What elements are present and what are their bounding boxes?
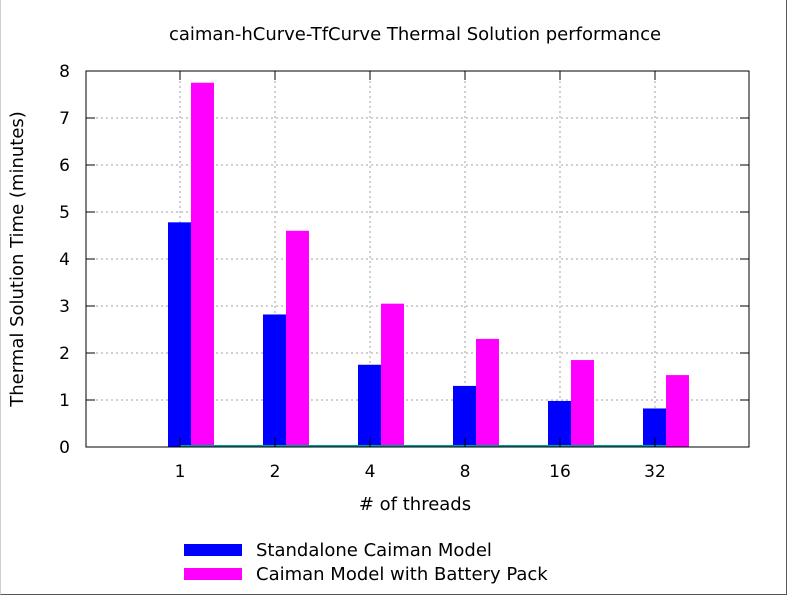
bar-standalone xyxy=(263,314,286,447)
x-tick-label: 2 xyxy=(270,462,281,482)
y-tick-label: 1 xyxy=(59,391,70,411)
bars xyxy=(168,82,689,447)
y-tick-label: 7 xyxy=(59,109,70,129)
bar-standalone xyxy=(643,408,666,447)
x-tick-label: 16 xyxy=(549,462,571,482)
legend-label: Caiman Model with Battery Pack xyxy=(256,564,548,585)
y-tick-label: 8 xyxy=(59,62,70,82)
x-axis-label: # of threads xyxy=(359,494,471,515)
bar-standalone xyxy=(358,364,381,447)
chart-title: caiman-hCurve-TfCurve Thermal Solution p… xyxy=(169,24,661,45)
bar-battery-pack xyxy=(666,375,689,447)
bar-battery-pack xyxy=(286,230,309,447)
legend-label: Standalone Caiman Model xyxy=(256,540,492,561)
bar-standalone xyxy=(548,400,571,447)
y-tick-label: 0 xyxy=(59,438,70,458)
legend: Standalone Caiman Model Caiman Model with… xyxy=(184,540,548,585)
bar-battery-pack xyxy=(571,360,594,447)
y-tick-label: 3 xyxy=(59,297,70,317)
y-tick-label: 2 xyxy=(59,344,70,364)
x-tick-label: 32 xyxy=(644,462,666,482)
y-tick-label: 4 xyxy=(59,250,70,270)
bar-standalone xyxy=(453,385,476,447)
y-axis-ticks: 0 1 2 3 4 5 6 7 8 xyxy=(59,62,749,458)
x-tick-label: 4 xyxy=(365,462,376,482)
bar-standalone xyxy=(168,222,191,447)
x-axis-ticks: 1 2 4 8 16 32 xyxy=(175,71,666,482)
y-tick-label: 5 xyxy=(59,203,70,223)
bar-battery-pack xyxy=(476,338,499,447)
y-axis-label: Thermal Solution Time (minutes) xyxy=(7,111,28,408)
x-tick-label: 8 xyxy=(460,462,471,482)
y-tick-label: 6 xyxy=(59,156,70,176)
legend-swatch xyxy=(184,544,242,556)
legend-swatch xyxy=(184,568,242,580)
bar-battery-pack xyxy=(191,82,214,447)
x-tick-label: 1 xyxy=(175,462,186,482)
bar-battery-pack xyxy=(381,303,404,447)
